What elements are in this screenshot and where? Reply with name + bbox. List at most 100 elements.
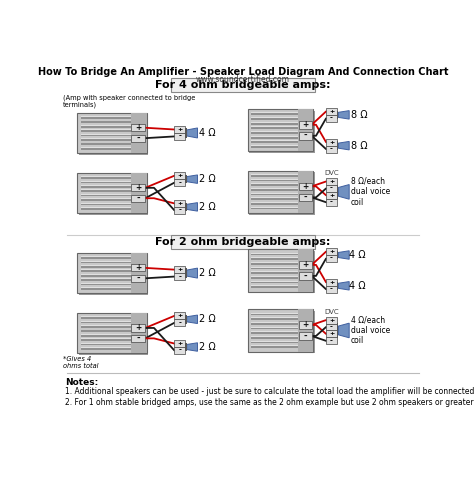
Bar — [299, 272, 312, 280]
Bar — [247, 171, 313, 213]
Text: +: + — [329, 249, 334, 254]
Text: +: + — [135, 323, 141, 333]
Text: -: - — [178, 320, 181, 326]
Bar — [81, 203, 131, 205]
Bar — [251, 207, 298, 208]
Bar — [251, 285, 298, 286]
Bar — [81, 270, 131, 272]
Bar — [81, 138, 131, 139]
Bar — [185, 175, 187, 184]
Bar — [81, 121, 131, 122]
Bar — [81, 185, 131, 187]
Bar — [81, 189, 131, 190]
Bar — [251, 257, 298, 260]
Bar — [81, 147, 131, 150]
Bar — [77, 253, 146, 293]
Bar — [81, 334, 131, 335]
Bar — [174, 340, 185, 347]
Bar — [251, 136, 298, 137]
Text: 4 Ω: 4 Ω — [349, 250, 366, 260]
Text: +: + — [329, 179, 334, 184]
Bar — [251, 145, 298, 146]
Bar — [251, 113, 298, 115]
Bar — [77, 313, 146, 353]
Text: 2 Ω: 2 Ω — [199, 174, 216, 184]
Bar — [251, 257, 298, 258]
Bar — [326, 178, 337, 185]
Bar — [251, 207, 298, 210]
Bar — [251, 188, 298, 189]
Bar — [81, 129, 131, 132]
Text: -: - — [330, 286, 333, 292]
Bar — [131, 324, 146, 332]
Bar — [131, 173, 146, 213]
Text: -: - — [330, 199, 333, 205]
Bar — [77, 173, 146, 213]
Bar — [81, 256, 131, 257]
Bar — [251, 117, 298, 118]
Text: 2. For 1 ohm stable bridged amps, use the same as the 2 ohm example but use 2 oh: 2. For 1 ohm stable bridged amps, use th… — [65, 398, 474, 407]
Bar — [79, 255, 148, 295]
Text: -: - — [303, 332, 307, 340]
Bar — [251, 140, 298, 141]
Bar — [174, 266, 185, 273]
Bar — [131, 335, 146, 342]
Bar — [326, 248, 337, 255]
Bar — [251, 136, 298, 139]
Bar — [251, 179, 298, 180]
Polygon shape — [187, 128, 198, 138]
Bar — [251, 276, 298, 278]
Bar — [81, 338, 131, 339]
Bar — [174, 312, 185, 319]
Text: www.soundcertified.com: www.soundcertified.com — [196, 75, 290, 84]
Bar — [251, 345, 298, 348]
Bar — [81, 125, 131, 126]
Bar — [337, 251, 338, 259]
Bar — [79, 115, 148, 154]
Text: 1. Additional speakers can be used - just be sure to calculate the total load th: 1. Additional speakers can be used - jus… — [65, 387, 474, 396]
Text: 4 Ω: 4 Ω — [199, 128, 216, 138]
Bar — [81, 147, 131, 148]
Text: 4 Ω: 4 Ω — [349, 281, 366, 291]
Bar — [251, 285, 298, 288]
Bar — [81, 185, 131, 186]
Bar — [81, 176, 131, 177]
Bar — [337, 323, 338, 338]
Bar — [81, 347, 131, 348]
Bar — [247, 109, 313, 152]
Polygon shape — [187, 175, 198, 184]
Bar — [131, 113, 146, 153]
Bar — [251, 202, 298, 205]
Bar — [131, 195, 146, 202]
Text: +: + — [329, 332, 334, 337]
Text: 8 Ω/each
dual voice
coil: 8 Ω/each dual voice coil — [351, 177, 390, 207]
Bar — [81, 207, 131, 208]
Bar — [81, 287, 131, 290]
Bar — [131, 184, 146, 191]
Text: For 4 ohm bridgeable amps:: For 4 ohm bridgeable amps: — [155, 80, 331, 90]
Bar — [185, 268, 187, 278]
Bar — [174, 179, 185, 186]
Bar — [174, 133, 185, 140]
Bar — [174, 200, 185, 207]
Bar — [326, 108, 337, 115]
Bar — [81, 334, 131, 337]
Bar — [251, 327, 298, 330]
Bar — [185, 203, 187, 211]
Text: +: + — [177, 201, 182, 206]
Polygon shape — [338, 111, 349, 119]
Text: DVC: DVC — [324, 309, 339, 315]
Bar — [81, 134, 131, 136]
Text: +: + — [177, 341, 182, 346]
Bar — [251, 122, 298, 123]
Bar — [249, 251, 315, 293]
Text: +: + — [329, 193, 334, 198]
Bar — [326, 185, 337, 192]
Bar — [251, 317, 298, 318]
Text: +: + — [135, 184, 141, 192]
Bar — [81, 189, 131, 192]
Bar — [299, 132, 312, 140]
Bar — [81, 176, 131, 179]
Bar — [131, 253, 146, 293]
Text: 8 Ω: 8 Ω — [351, 110, 367, 120]
